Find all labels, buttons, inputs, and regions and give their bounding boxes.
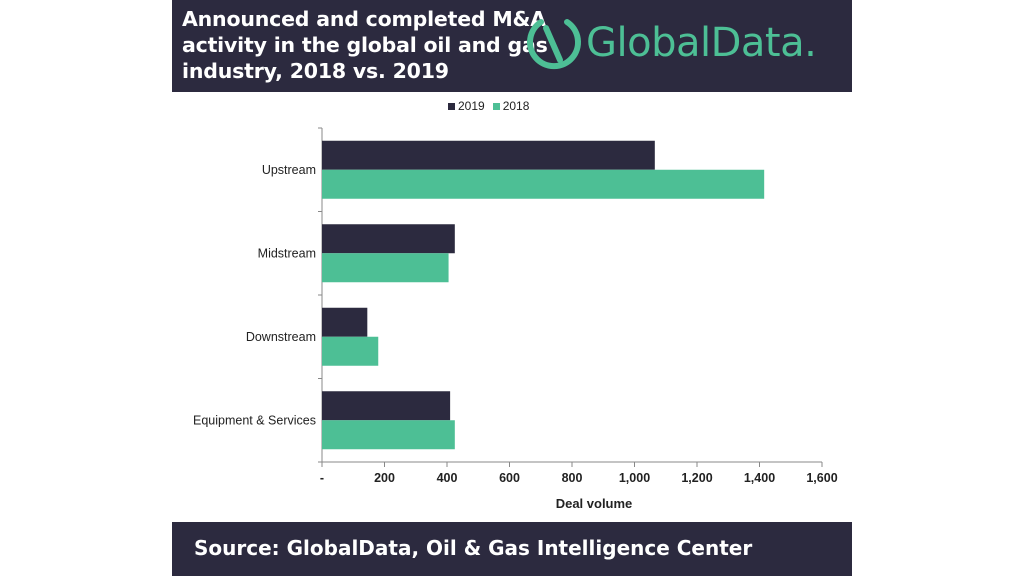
- chart-title: Announced and completed M&A activity in …: [182, 7, 548, 83]
- category-label: Equipment & Services: [193, 413, 316, 427]
- x-axis-title: Deal volume: [556, 496, 633, 511]
- category-label: Midstream: [258, 246, 316, 260]
- bar-2019-upstream: [322, 140, 655, 170]
- globaldata-logo-icon: [527, 19, 581, 70]
- x-tick-label: 200: [374, 471, 395, 485]
- bar-2018-upstream: [322, 169, 765, 199]
- x-tick-label: 400: [437, 471, 458, 485]
- bar-2019-equipment-services: [322, 391, 451, 421]
- x-tick-label: 1,200: [681, 471, 712, 485]
- bar-2018-equipment-services: [322, 420, 455, 450]
- bar-2018-downstream: [322, 336, 379, 366]
- category-label: Downstream: [246, 330, 316, 344]
- legend: 2019 2018: [448, 98, 537, 114]
- x-tick-label: 1,600: [806, 471, 837, 485]
- x-tick-label: -: [320, 471, 324, 485]
- legend-label-2018: 2018: [502, 99, 530, 113]
- header-banner: Announced and completed M&A activity in …: [172, 0, 852, 92]
- bar-2019-midstream: [322, 224, 455, 254]
- legend-item-2018: 2018: [492, 99, 530, 113]
- x-tick-label: 600: [499, 471, 520, 485]
- source-note: Source: GlobalData, Oil & Gas Intelligen…: [194, 536, 753, 560]
- x-tick-label: 800: [562, 471, 583, 485]
- footer-banner: Source: GlobalData, Oil & Gas Intelligen…: [172, 522, 852, 576]
- x-tick-label: 1,000: [619, 471, 650, 485]
- legend-label-2019: 2019: [458, 99, 485, 113]
- category-label: Upstream: [262, 163, 316, 177]
- globaldata-logo: GlobalData.: [524, 8, 844, 84]
- bar-2018-midstream: [322, 253, 449, 283]
- logo-wordmark: GlobalData.: [586, 20, 817, 66]
- legend-item-2019: 2019: [448, 99, 485, 113]
- bar-2019-downstream: [322, 307, 368, 337]
- legend-swatch-2019: [448, 102, 455, 110]
- x-tick-label: 1,400: [744, 471, 775, 485]
- legend-swatch-2018: [492, 102, 500, 110]
